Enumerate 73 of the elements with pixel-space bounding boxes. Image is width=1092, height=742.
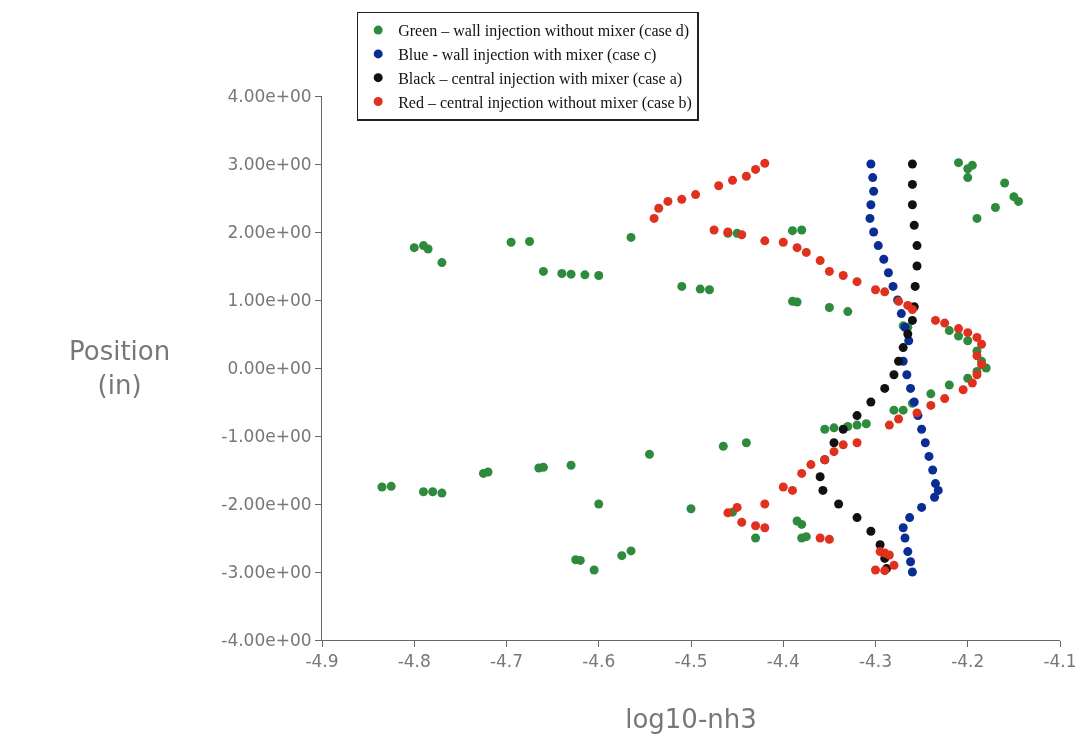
point xyxy=(906,557,916,567)
legend-label: Green – wall injection without mixer (case d) xyxy=(398,22,690,41)
point xyxy=(903,547,913,557)
y-axis-title: Position (in) xyxy=(69,336,171,400)
point xyxy=(889,370,899,380)
x-tick-label: -4.2 xyxy=(951,651,985,672)
point xyxy=(883,268,893,278)
point xyxy=(917,424,927,434)
point xyxy=(868,173,878,183)
point xyxy=(865,213,875,223)
point xyxy=(866,526,876,536)
point xyxy=(905,513,915,523)
x-tick-label: -4.8 xyxy=(397,651,431,672)
point xyxy=(907,159,917,169)
point xyxy=(866,397,876,407)
point xyxy=(888,281,898,291)
point xyxy=(907,315,917,325)
point xyxy=(815,472,825,482)
x-tick-label: -4.3 xyxy=(858,651,893,672)
point xyxy=(900,533,910,543)
point xyxy=(852,513,862,523)
x-tick-label: -4.9 xyxy=(305,651,339,672)
legend-label: Blue - wall injection with mixer (case c) xyxy=(398,46,657,65)
x-tick-label: -4.4 xyxy=(766,651,800,672)
legend-label: Black – central injection with mixer (case a) xyxy=(398,69,683,88)
point xyxy=(912,241,922,251)
y-tick-label: -2.00e+00 xyxy=(221,493,312,514)
point xyxy=(907,567,917,577)
y-tick-label: 2.00e+00 xyxy=(227,221,312,242)
x-axis-title: log10-nh3 xyxy=(625,704,757,734)
point xyxy=(838,424,848,434)
x-tick-label: -4.5 xyxy=(674,651,708,672)
point xyxy=(930,492,940,502)
point xyxy=(917,502,927,512)
y-tick-label: -4.00e+00 xyxy=(221,629,312,650)
point xyxy=(902,370,912,380)
point xyxy=(866,200,876,210)
point xyxy=(928,465,938,475)
point xyxy=(880,383,890,393)
point xyxy=(924,451,934,461)
point xyxy=(909,220,919,230)
point xyxy=(834,499,844,509)
point xyxy=(930,479,940,489)
x-tick-label: -4.7 xyxy=(489,651,524,672)
point xyxy=(873,241,883,251)
y-tick-label: -3.00e+00 xyxy=(221,561,312,582)
x-tick-label: -4.6 xyxy=(582,651,616,672)
y-tick-label: 3.00e+00 xyxy=(227,153,312,174)
point xyxy=(898,343,908,353)
y-tick-label: 1.00e+00 xyxy=(227,289,312,310)
point xyxy=(907,179,917,189)
point xyxy=(896,309,906,319)
y-tick-label: 0.00e+00 xyxy=(227,357,312,378)
point xyxy=(907,200,917,210)
y-tick-label: -1.00e+00 xyxy=(221,425,312,446)
point xyxy=(879,254,889,264)
point xyxy=(933,485,943,495)
point xyxy=(898,523,908,533)
x-tick-label: -4.1 xyxy=(1043,651,1077,672)
point xyxy=(869,227,879,237)
y-tick-label: 4.00e+00 xyxy=(227,85,312,106)
legend-label: Red – central injection without mixer (case b) xyxy=(398,93,692,112)
point xyxy=(818,485,828,495)
point xyxy=(920,438,930,448)
point xyxy=(912,261,922,271)
point xyxy=(852,411,862,421)
point xyxy=(869,186,879,196)
point xyxy=(829,438,839,448)
point xyxy=(906,383,916,393)
point xyxy=(903,329,913,339)
point xyxy=(910,281,920,291)
point xyxy=(866,159,876,169)
point xyxy=(894,356,904,366)
